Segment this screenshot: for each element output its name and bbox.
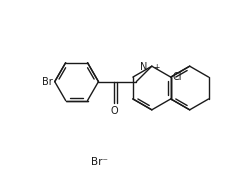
Text: O: O [111,107,118,116]
Text: N: N [141,62,148,72]
Text: +: + [153,63,159,72]
Text: Br: Br [42,77,53,87]
Text: Cl: Cl [173,72,182,82]
Text: Br⁻: Br⁻ [91,157,108,167]
